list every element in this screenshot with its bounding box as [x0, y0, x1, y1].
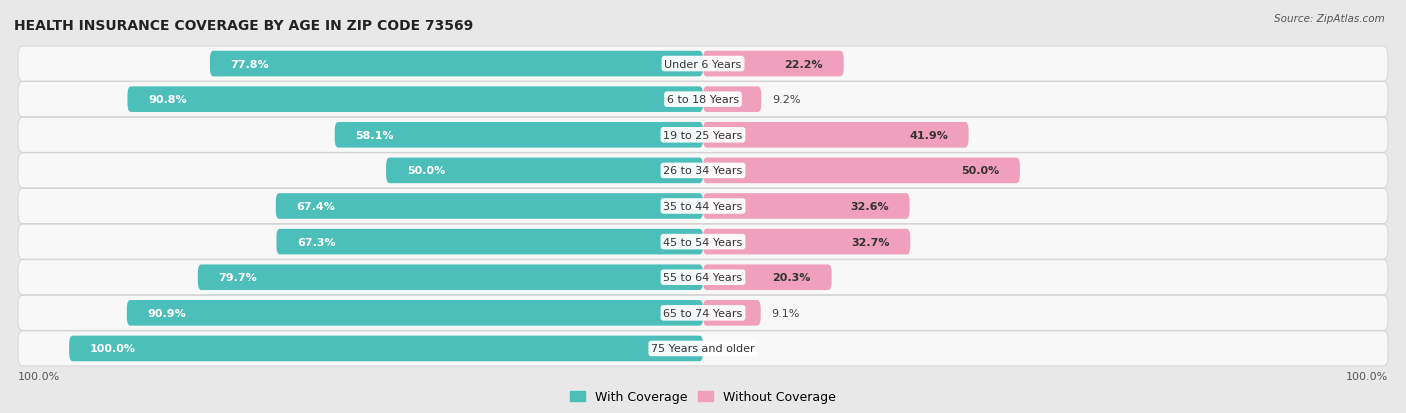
Text: Under 6 Years: Under 6 Years: [665, 59, 741, 69]
Text: 67.3%: 67.3%: [297, 237, 336, 247]
Text: 75 Years and older: 75 Years and older: [651, 344, 755, 354]
Text: 55 to 64 Years: 55 to 64 Years: [664, 273, 742, 282]
FancyBboxPatch shape: [18, 225, 1388, 259]
FancyBboxPatch shape: [18, 118, 1388, 153]
Text: 100.0%: 100.0%: [90, 344, 136, 354]
FancyBboxPatch shape: [209, 52, 703, 77]
Text: 100.0%: 100.0%: [1346, 370, 1388, 381]
Text: 58.1%: 58.1%: [356, 131, 394, 140]
FancyBboxPatch shape: [703, 87, 761, 113]
FancyBboxPatch shape: [198, 265, 703, 290]
Text: 0.0%: 0.0%: [714, 344, 742, 354]
FancyBboxPatch shape: [127, 300, 703, 326]
Text: 79.7%: 79.7%: [218, 273, 257, 282]
Text: 20.3%: 20.3%: [773, 273, 811, 282]
FancyBboxPatch shape: [335, 123, 703, 148]
Text: 41.9%: 41.9%: [910, 131, 948, 140]
Text: HEALTH INSURANCE COVERAGE BY AGE IN ZIP CODE 73569: HEALTH INSURANCE COVERAGE BY AGE IN ZIP …: [14, 19, 474, 33]
Text: 6 to 18 Years: 6 to 18 Years: [666, 95, 740, 105]
Text: Source: ZipAtlas.com: Source: ZipAtlas.com: [1274, 14, 1385, 24]
FancyBboxPatch shape: [387, 158, 703, 184]
Text: 26 to 34 Years: 26 to 34 Years: [664, 166, 742, 176]
Text: 32.7%: 32.7%: [851, 237, 890, 247]
Text: 9.2%: 9.2%: [772, 95, 801, 105]
Text: 22.2%: 22.2%: [785, 59, 823, 69]
FancyBboxPatch shape: [18, 260, 1388, 295]
FancyBboxPatch shape: [18, 83, 1388, 117]
FancyBboxPatch shape: [703, 194, 910, 219]
FancyBboxPatch shape: [703, 158, 1019, 184]
FancyBboxPatch shape: [703, 123, 969, 148]
Text: 50.0%: 50.0%: [406, 166, 446, 176]
FancyBboxPatch shape: [18, 331, 1388, 366]
Text: 35 to 44 Years: 35 to 44 Years: [664, 202, 742, 211]
FancyBboxPatch shape: [18, 189, 1388, 224]
FancyBboxPatch shape: [18, 154, 1388, 188]
FancyBboxPatch shape: [18, 47, 1388, 82]
Text: 65 to 74 Years: 65 to 74 Years: [664, 308, 742, 318]
Text: 50.0%: 50.0%: [960, 166, 1000, 176]
FancyBboxPatch shape: [703, 300, 761, 326]
Text: 45 to 54 Years: 45 to 54 Years: [664, 237, 742, 247]
Text: 32.6%: 32.6%: [851, 202, 889, 211]
FancyBboxPatch shape: [277, 229, 703, 255]
Text: 90.8%: 90.8%: [148, 95, 187, 105]
FancyBboxPatch shape: [18, 296, 1388, 330]
Text: 100.0%: 100.0%: [18, 370, 60, 381]
Text: 77.8%: 77.8%: [231, 59, 269, 69]
FancyBboxPatch shape: [128, 87, 703, 113]
FancyBboxPatch shape: [703, 265, 832, 290]
Text: 9.1%: 9.1%: [772, 308, 800, 318]
FancyBboxPatch shape: [69, 336, 703, 361]
FancyBboxPatch shape: [276, 194, 703, 219]
Legend: With Coverage, Without Coverage: With Coverage, Without Coverage: [565, 385, 841, 408]
Text: 90.9%: 90.9%: [148, 308, 186, 318]
Text: 67.4%: 67.4%: [297, 202, 336, 211]
Text: 19 to 25 Years: 19 to 25 Years: [664, 131, 742, 140]
FancyBboxPatch shape: [703, 229, 910, 255]
FancyBboxPatch shape: [703, 52, 844, 77]
